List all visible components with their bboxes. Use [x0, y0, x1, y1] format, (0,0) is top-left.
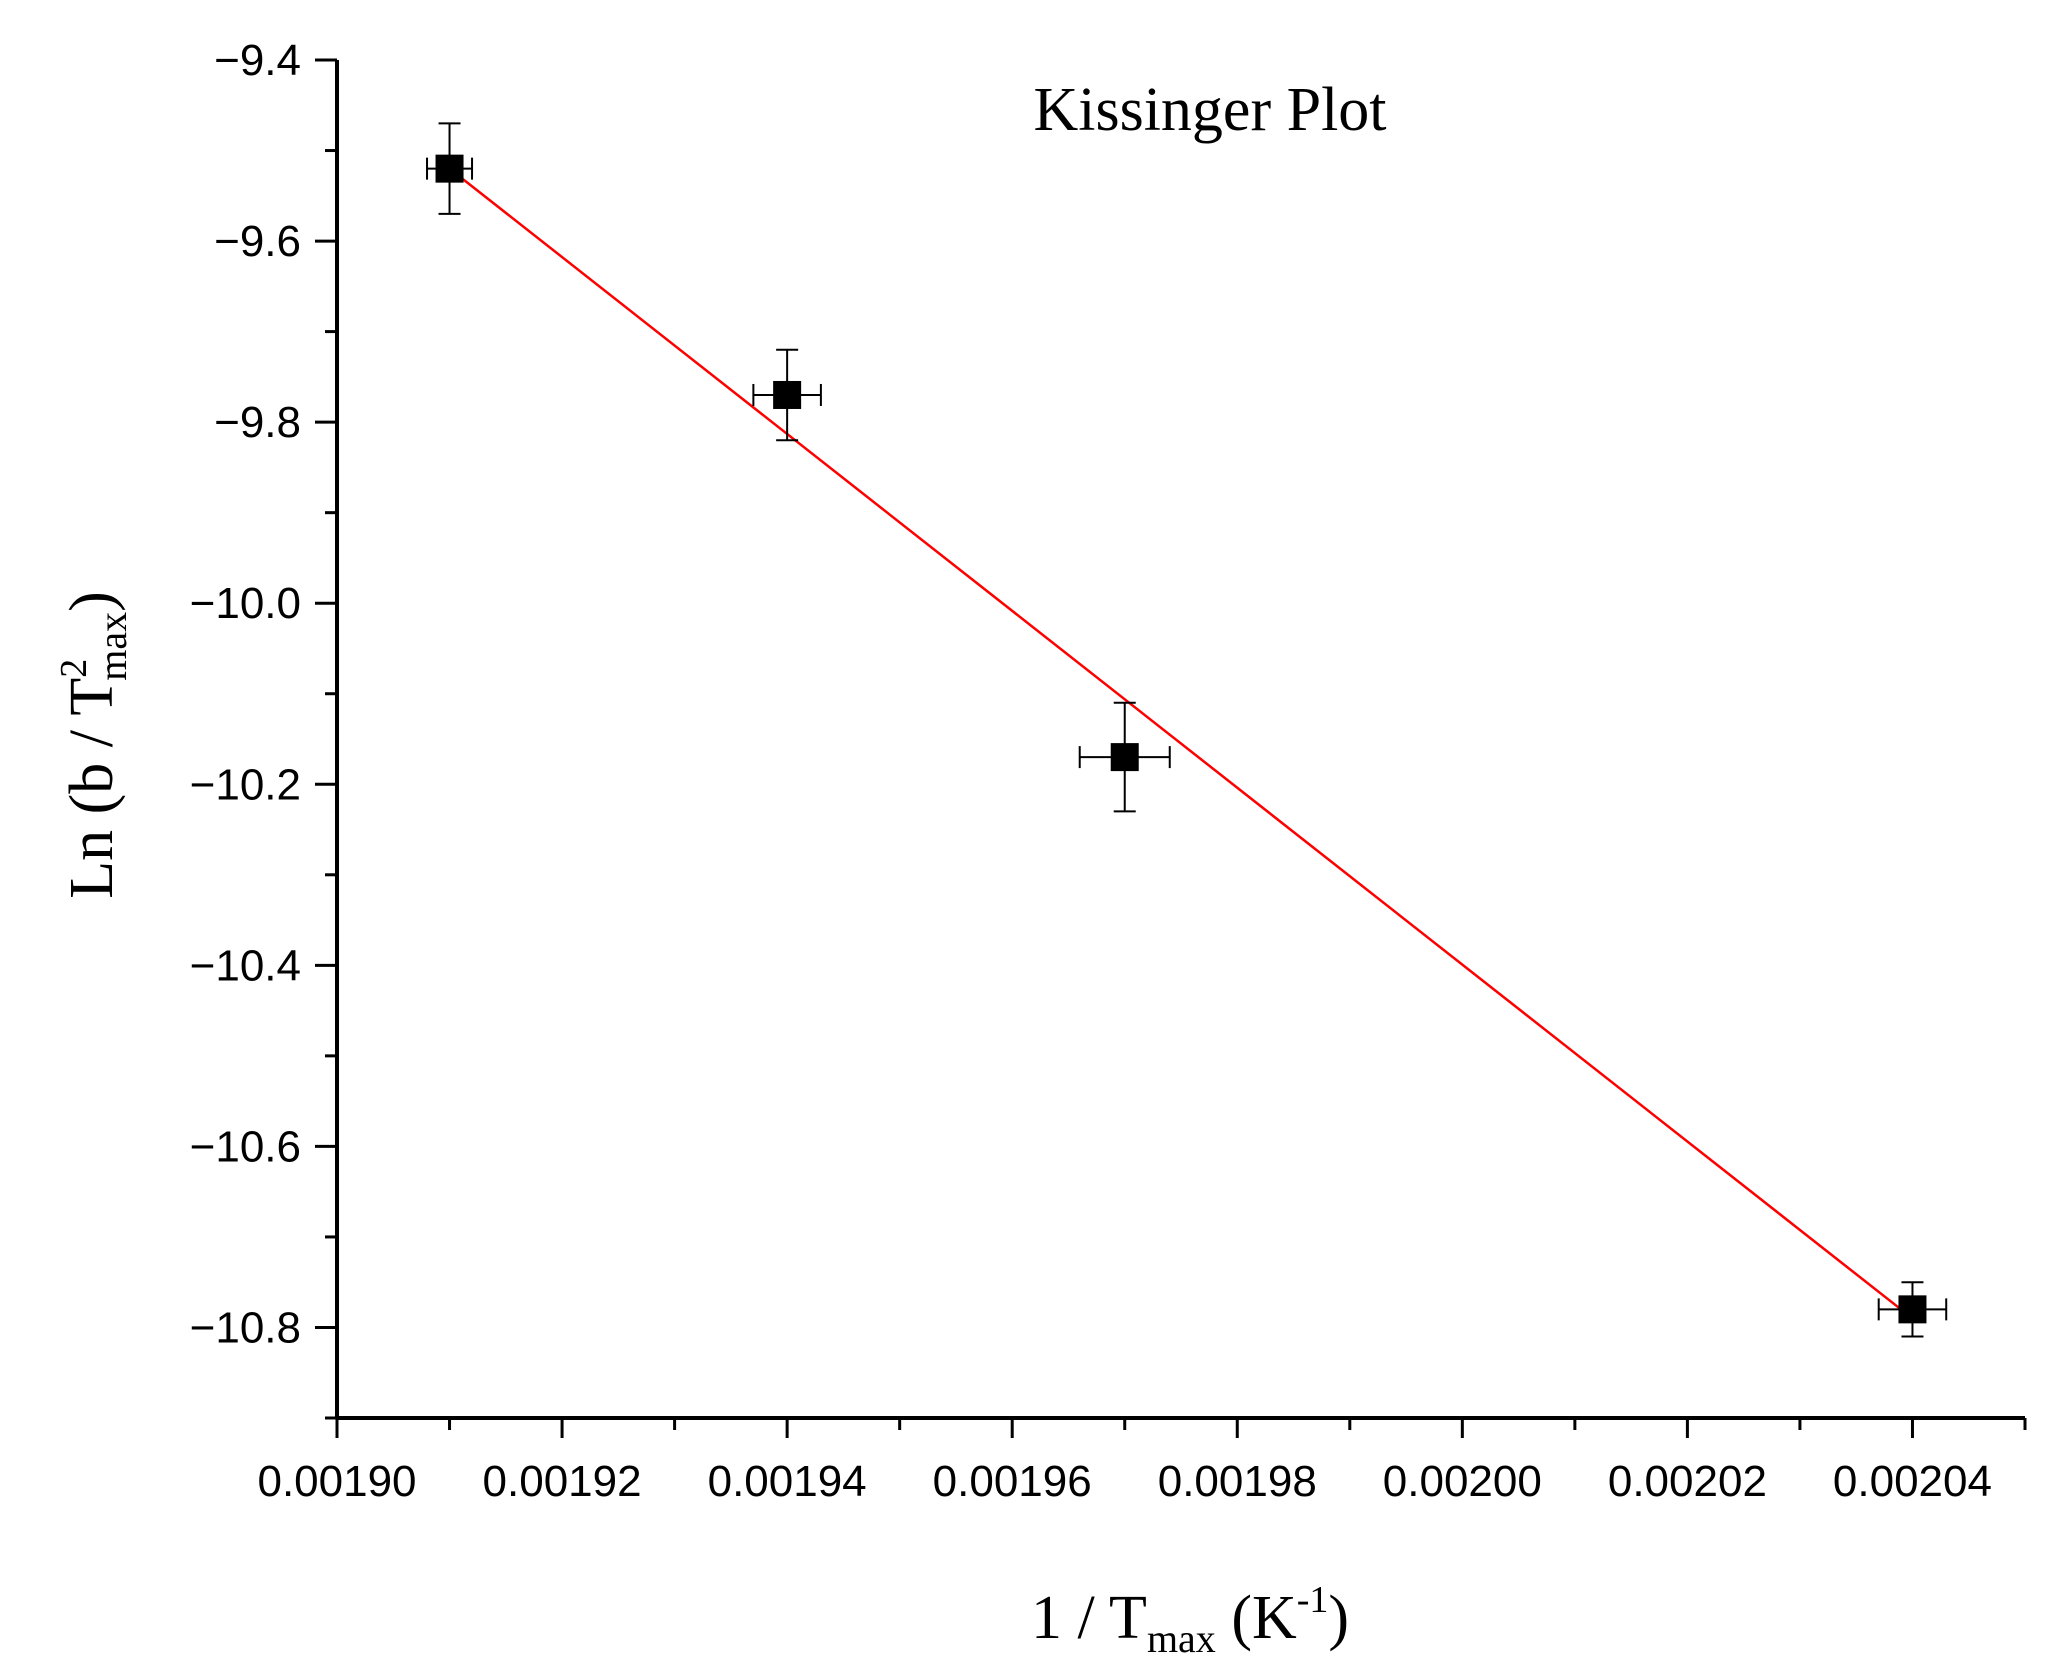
axes: 0.00190 0.00192 0.00194 0.00196 0.00198 0.002… — [190, 36, 2027, 1506]
x-tick-label: 0.00200 — [1383, 1457, 1542, 1506]
square-marker — [773, 380, 802, 409]
chart-title: Kissinger Plot — [1033, 76, 1386, 144]
x-tick-label: 0.00194 — [708, 1457, 867, 1506]
x-tick-label: 0.00192 — [483, 1457, 642, 1506]
square-marker — [1110, 743, 1139, 772]
square-marker — [435, 154, 464, 183]
y-tick-label: −10.4 — [190, 941, 301, 990]
y-tick-label: −10.8 — [190, 1303, 301, 1352]
square-marker — [1898, 1295, 1927, 1324]
x-tick-label: 0.00196 — [933, 1457, 1092, 1506]
x-tick-label: 0.00198 — [1158, 1457, 1317, 1506]
y-axis-title: Ln (b / T2max) — [53, 591, 135, 899]
y-tick-label: −10.0 — [190, 579, 301, 628]
x-axis-title: 1 / Tmax (K-1) — [1031, 1579, 1349, 1661]
fit-line — [448, 167, 1914, 1320]
x-tick-label: 0.00204 — [1833, 1457, 1992, 1506]
data-points-group — [426, 122, 1948, 1338]
y-tick-label: −9.8 — [214, 398, 301, 447]
y-tick-label: −9.4 — [214, 36, 301, 85]
x-tick-label: 0.00202 — [1608, 1457, 1767, 1506]
data-point — [426, 122, 474, 215]
data-point — [1877, 1281, 1948, 1338]
y-tick-label: −10.2 — [190, 760, 301, 809]
y-tick-label: −9.6 — [214, 217, 301, 266]
data-point — [752, 348, 822, 442]
fit-line-group — [448, 167, 1914, 1320]
data-point — [1078, 701, 1171, 813]
x-tick-label: 0.00190 — [257, 1457, 416, 1506]
y-tick-label: −10.6 — [190, 1122, 301, 1171]
